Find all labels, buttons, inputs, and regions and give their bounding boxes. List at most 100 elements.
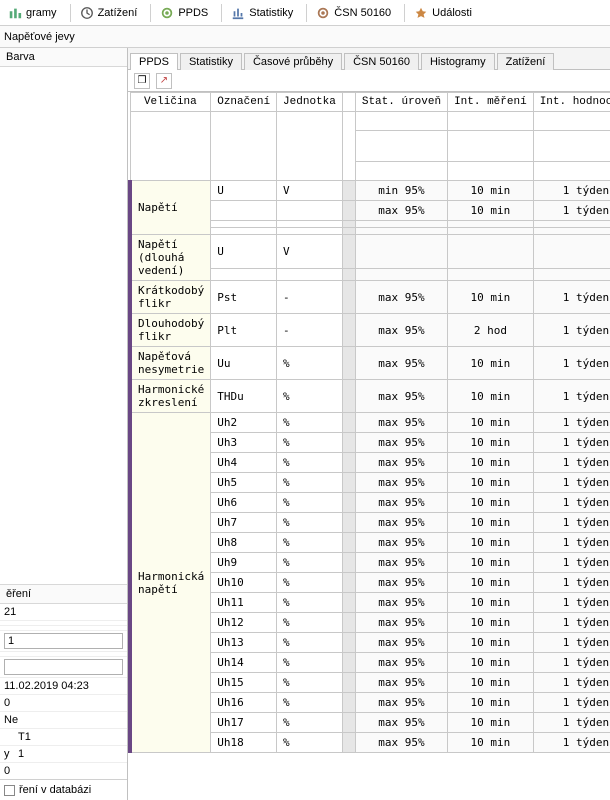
left-row: 11.02.2019 04:23 — [0, 677, 127, 694]
cell — [342, 733, 355, 753]
tab-statistiky[interactable]: Statistiky — [180, 53, 242, 70]
grid-scroll[interactable]: VeličinaOznačeníJednotkaStat. úroveňInt.… — [128, 92, 610, 800]
cell — [342, 235, 355, 269]
cell: 1 týden — [533, 733, 610, 753]
toolbar-item-gramy[interactable]: gramy — [2, 4, 63, 22]
cell: % — [277, 613, 343, 633]
export-tool-icon[interactable]: ↗ — [156, 73, 172, 89]
toolbar-item-čsn 50160[interactable]: ČSN 50160 — [310, 4, 397, 22]
left-input[interactable] — [4, 633, 123, 649]
cell: % — [277, 473, 343, 493]
left-value: 21 — [4, 606, 123, 618]
cell: max 95% — [355, 673, 447, 693]
cell: 10 min — [448, 201, 534, 221]
cell: 1 týden — [533, 533, 610, 553]
left-row — [0, 630, 127, 651]
cell: % — [277, 633, 343, 653]
col-header: 26.12.200500:00:00 — [355, 131, 447, 162]
tab-histogramy[interactable]: Histogramy — [421, 53, 495, 70]
left-row: y1 — [0, 745, 127, 762]
col-header — [211, 112, 277, 181]
main-tabs: PPDSStatistikyČasové průběhyČSN 50160His… — [128, 48, 610, 70]
checkbox-icon[interactable] — [4, 785, 15, 796]
cell — [342, 380, 355, 413]
left-row: T1 — [0, 728, 127, 745]
cell: Uh3 — [211, 433, 277, 453]
cell: max 95% — [355, 513, 447, 533]
cell: 1 týden — [533, 453, 610, 473]
cell — [342, 553, 355, 573]
tab-čsn 50160[interactable]: ČSN 50160 — [344, 53, 419, 70]
tab-časové průběhy[interactable]: Časové průběhy — [244, 53, 342, 70]
cell: 10 min — [448, 473, 534, 493]
cell — [342, 201, 355, 221]
left-row-label: y — [4, 748, 18, 760]
cell: max 95% — [355, 533, 447, 553]
ppds-table: VeličinaOznačeníJednotkaStat. úroveňInt.… — [128, 92, 610, 753]
left-value: 1 — [18, 748, 123, 760]
cell — [211, 228, 277, 235]
cell: max 95% — [355, 713, 447, 733]
cell: max 95% — [355, 281, 447, 314]
cell: Krátkodobý flikr — [130, 281, 211, 314]
cell: U — [211, 181, 277, 201]
cell: 1 týden — [533, 473, 610, 493]
col-header — [342, 112, 355, 181]
toolbar-item-statistiky[interactable]: Statistiky — [225, 4, 299, 22]
tab-zatížení[interactable]: Zatížení — [497, 53, 555, 70]
toolbar-icon — [8, 6, 22, 20]
cell: 10 min — [448, 653, 534, 673]
toolbar-item-ppds[interactable]: PPDS — [154, 4, 214, 22]
cell: max 95% — [355, 633, 447, 653]
col-header: 110 kV — [533, 112, 610, 131]
left-header-barva: Barva — [0, 48, 127, 67]
copy-tool-icon[interactable]: ❐ — [134, 73, 150, 89]
cell — [342, 633, 355, 653]
cell: 1 týden — [533, 347, 610, 380]
col-header: Int. měření — [448, 93, 534, 112]
sub-toolbar-label[interactable]: Napěťové jevy — [4, 31, 75, 43]
cell: 1 týden — [533, 181, 610, 201]
cell: % — [277, 380, 343, 413]
cell: 1 týden — [533, 380, 610, 413]
toolbar-item-události[interactable]: Události — [408, 4, 478, 22]
cell: Uh5 — [211, 473, 277, 493]
col-header: PPDS — [448, 162, 534, 181]
cell: max 95% — [355, 347, 447, 380]
cell: 1 týden — [533, 613, 610, 633]
cell: Uh16 — [211, 693, 277, 713]
cell: 1 týden — [533, 553, 610, 573]
cell: 10 min — [448, 413, 534, 433]
cell: min 95% — [355, 181, 447, 201]
cell: 1 týden — [533, 693, 610, 713]
cell: Uh4 — [211, 453, 277, 473]
cell — [342, 221, 355, 228]
cell: 1 týden — [533, 573, 610, 593]
left-footer: ření v databázi — [0, 779, 127, 800]
cell: % — [277, 713, 343, 733]
cell: 10 min — [448, 453, 534, 473]
col-header — [533, 162, 610, 181]
cell — [277, 201, 343, 221]
cell: 1 týden — [533, 593, 610, 613]
grid-tools: ❐ ↗ — [128, 70, 610, 92]
cell: THDu — [211, 380, 277, 413]
cell: 10 min — [448, 281, 534, 314]
cell: % — [277, 673, 343, 693]
cell: - — [277, 314, 343, 347]
cell: 10 min — [448, 633, 534, 653]
toolbar-item-zatížení[interactable]: Zatížení — [74, 4, 144, 22]
left-footer-label: ření v databázi — [19, 784, 91, 796]
col-header: 21 — [355, 112, 447, 131]
cell: 10 min — [448, 513, 534, 533]
cell — [533, 228, 610, 235]
tab-ppds[interactable]: PPDS — [130, 53, 178, 70]
cell: max 95% — [355, 553, 447, 573]
left-input[interactable] — [4, 659, 123, 675]
left-value: 0 — [4, 697, 123, 709]
cell: 10 min — [448, 553, 534, 573]
left-section-title: ěření — [0, 585, 127, 604]
cell: Uh14 — [211, 653, 277, 673]
cell: % — [277, 413, 343, 433]
cell: Uh12 — [211, 613, 277, 633]
